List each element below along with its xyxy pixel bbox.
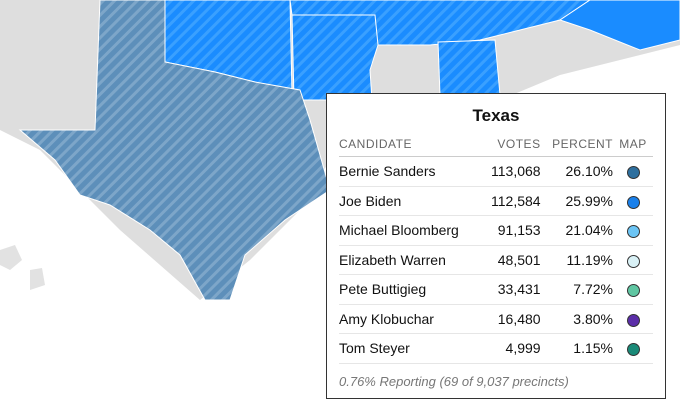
candidate-row: Elizabeth Warren 48,501 11.19%: [339, 245, 653, 275]
candidate-name: Pete Buttigieg: [339, 274, 482, 305]
candidate-row: Bernie Sanders 113,068 26.10%: [339, 156, 653, 187]
percent: 1.15%: [540, 333, 613, 364]
candidate-row: Pete Buttigieg 33,431 7.72%: [339, 274, 653, 305]
color-swatch: [626, 343, 640, 357]
map-cell: [613, 333, 653, 364]
tooltip-title: Texas: [472, 106, 520, 125]
map-cell: [613, 274, 653, 305]
percent: 25.99%: [540, 186, 613, 216]
votes: 33,431: [481, 274, 541, 305]
percent: 7.72%: [540, 274, 613, 305]
candidate-name: Amy Klobuchar: [339, 304, 482, 334]
column-header: PERCENT: [540, 134, 613, 157]
candidate-name: Joe Biden: [339, 186, 482, 216]
islands: [0, 245, 45, 290]
map-cell: [613, 304, 653, 334]
tooltip: Texas CANDIDATE VOTES PERCENT MAP Bernie Sa…: [326, 93, 666, 399]
header-row: CANDIDATE VOTES PERCENT MAP: [339, 134, 653, 157]
column-header: CANDIDATE: [339, 134, 482, 157]
color-swatch: [626, 166, 640, 180]
color-swatch: [626, 254, 640, 268]
votes: 4,999: [481, 333, 541, 364]
percent: 3.80%: [540, 304, 613, 334]
candidate-name: Tom Steyer: [339, 333, 482, 364]
map-cell: [613, 245, 653, 275]
reporting-note: 0.76% Reporting (69 of 9,037 precincts): [339, 373, 569, 389]
votes: 16,480: [481, 304, 541, 334]
candidate-name: Bernie Sanders: [339, 156, 482, 187]
candidate-row: Joe Biden 112,584 25.99%: [339, 186, 653, 216]
candidate-name: Michael Bloomberg: [339, 215, 482, 246]
map-cell: [613, 156, 653, 187]
map-cell: [613, 186, 653, 216]
color-swatch: [626, 195, 640, 209]
results-table: CANDIDATE VOTES PERCENT MAP Bernie Sanders 1…: [339, 134, 653, 364]
votes: 113,068: [481, 156, 541, 187]
map-cell: [613, 215, 653, 246]
color-swatch: [626, 225, 640, 239]
state-blue: [558, 0, 680, 51]
percent: 21.04%: [540, 215, 613, 246]
arkansas: [291, 14, 379, 101]
alabama: [437, 39, 501, 96]
candidate-row: Michael Bloomberg 91,153 21.04%: [339, 215, 653, 246]
percent: 11.19%: [540, 245, 613, 275]
texas: [18, 0, 331, 301]
candidate-name: Elizabeth Warren: [339, 245, 482, 275]
column-header: MAP: [613, 134, 653, 157]
candidate-row: Amy Klobuchar 16,480 3.80%: [339, 304, 653, 334]
votes: 112,584: [481, 186, 541, 216]
votes: 48,501: [481, 245, 541, 275]
column-header: VOTES: [481, 134, 541, 157]
percent: 26.10%: [540, 156, 613, 187]
color-swatch: [626, 313, 640, 327]
votes: 91,153: [481, 215, 541, 246]
candidate-row: Tom Steyer 4,999 1.15%: [339, 333, 653, 364]
color-swatch: [626, 284, 640, 298]
